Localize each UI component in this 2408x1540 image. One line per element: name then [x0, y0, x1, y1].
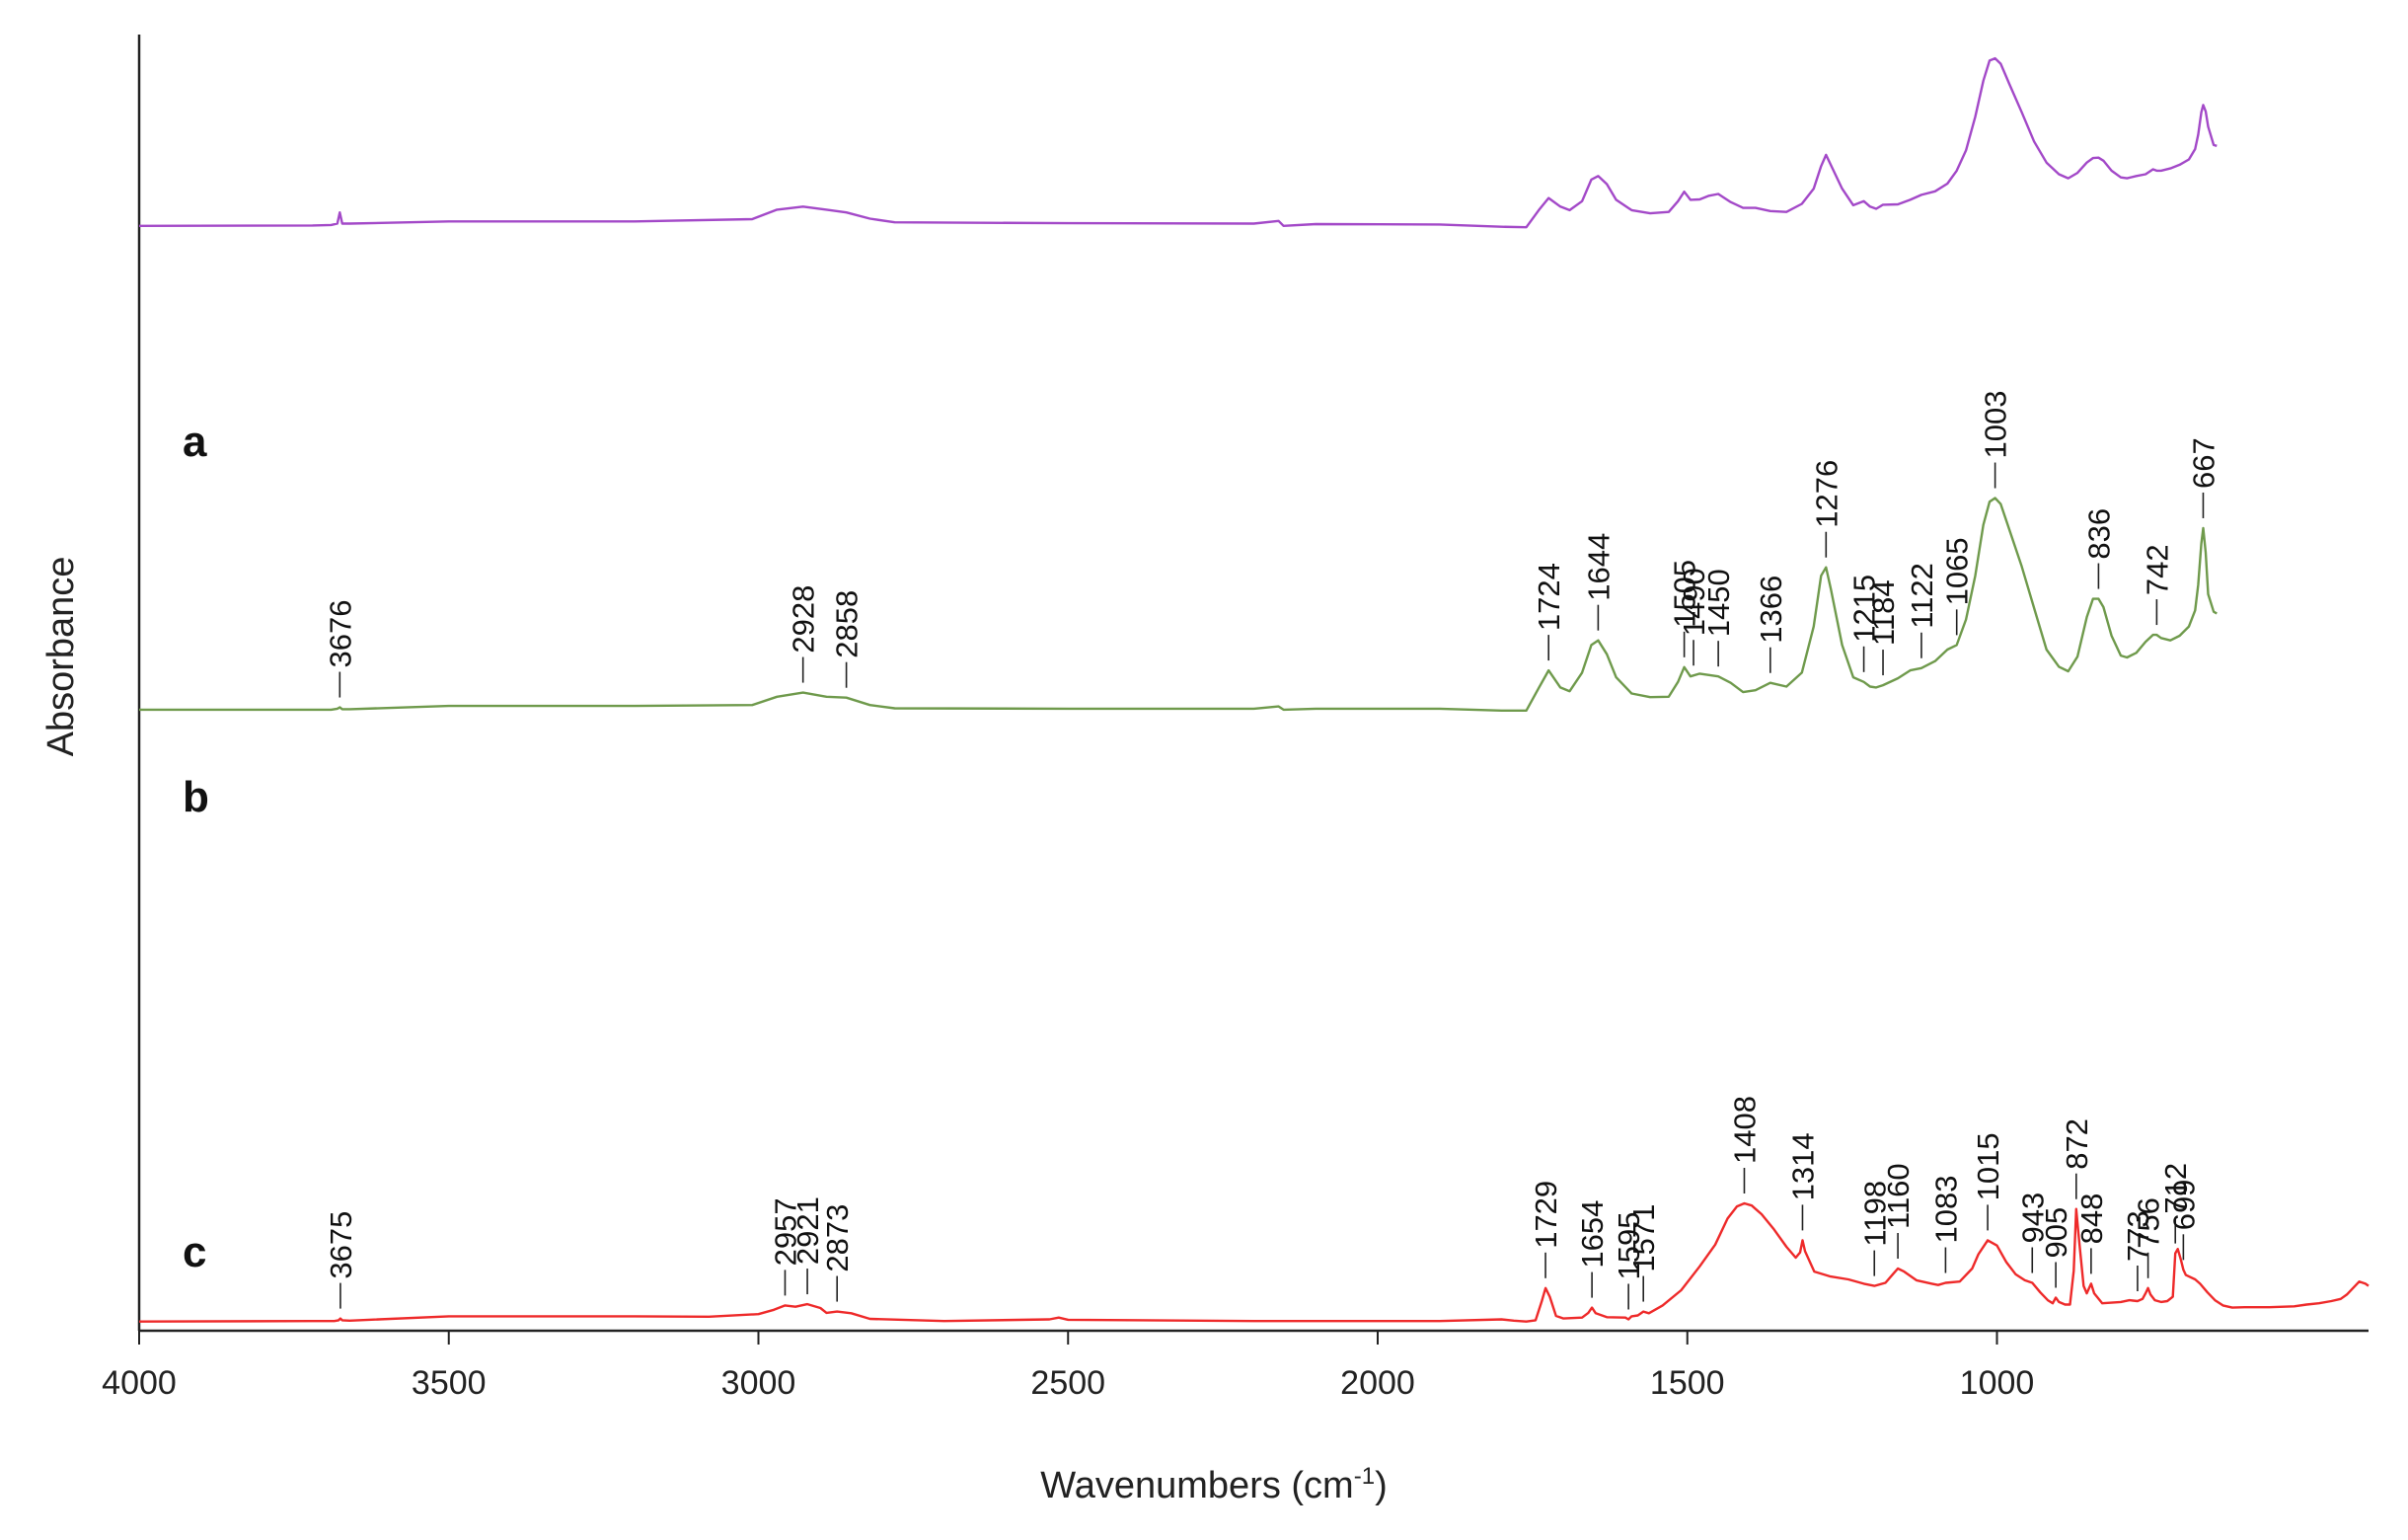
- peak-label-c: 1314: [1786, 1132, 1821, 1200]
- peak-label-c: 905: [2039, 1207, 2073, 1259]
- x-tick-label: 1000: [1960, 1364, 2035, 1402]
- x-tick-label: 2500: [1030, 1364, 1105, 1402]
- peak-label-c: 1198: [1857, 1181, 1892, 1247]
- peak-label-c: 699: [2166, 1180, 2201, 1231]
- x-ticks: 4000 3500 3000 2500 2000 1500 1000: [102, 1331, 2034, 1402]
- peak-label-c: 943: [2015, 1193, 2050, 1244]
- peak-label-b: 1215: [1847, 575, 1882, 643]
- x-axis-title: Wavenumbers (cm-1): [1040, 1463, 1387, 1506]
- series-tag-b: b: [183, 773, 209, 821]
- peak-label-c: 1595: [1612, 1212, 1646, 1280]
- y-axis-title: Absorbance: [40, 557, 82, 757]
- series-tag-a: a: [183, 418, 207, 466]
- peak-label-c: 1571: [1626, 1204, 1661, 1272]
- peak-label-b: 1505: [1668, 560, 1702, 628]
- peak-label-b: 1644: [1581, 533, 1616, 601]
- peak-label-c: 3675: [324, 1211, 358, 1279]
- x-tick-label: 2000: [1340, 1364, 1415, 1402]
- peak-label-b: 667: [2187, 437, 2221, 489]
- peak-label-c: 2921: [790, 1196, 825, 1265]
- peak-label-c: 2957: [769, 1197, 803, 1266]
- peak-label-c: 1015: [1971, 1132, 2005, 1200]
- peak-label-c: 1160: [1881, 1163, 1916, 1229]
- peak-label-b: 742: [2140, 544, 2174, 595]
- peak-label-b: 1184: [1866, 579, 1901, 646]
- axes: 4000 3500 3000 2500 2000 1500 1000 Wavenumbers…: [40, 35, 2369, 1506]
- x-tick-label: 1500: [1650, 1364, 1725, 1402]
- series-tag-c: c: [183, 1228, 206, 1276]
- peak-label-c: 1083: [1928, 1176, 1963, 1244]
- x-tick-label: 4000: [102, 1364, 177, 1402]
- peak-label-b: 1122: [1905, 563, 1939, 629]
- peak-label-c: 1408: [1728, 1096, 1763, 1164]
- series-tags: a b c: [183, 418, 209, 1276]
- peak-label-b: 1490: [1677, 568, 1711, 636]
- series-line-b: [139, 497, 2218, 712]
- series-line-c: [138, 1201, 2370, 1323]
- peak-label-b: 3676: [323, 600, 357, 668]
- series-layer: [138, 56, 2370, 1323]
- peak-label-b: 1065: [1940, 537, 1975, 605]
- peak-label-b: 1276: [1809, 460, 1844, 528]
- peak-label-b: 1724: [1532, 563, 1566, 631]
- peak-label-c: 712: [2158, 1163, 2193, 1214]
- peak-label-c: 1729: [1529, 1181, 1563, 1249]
- peak-label-b: 1450: [1701, 569, 1736, 637]
- x-tick-label: 3000: [721, 1364, 796, 1402]
- peak-label-b: 2928: [787, 585, 821, 654]
- x-axis-title-exponent: -1: [1354, 1463, 1375, 1490]
- peak-label-c: 773: [2121, 1210, 2155, 1262]
- peak-label-c: 872: [2060, 1118, 2094, 1170]
- peak-label-c: 1654: [1575, 1200, 1610, 1269]
- peak-label-c: 848: [2074, 1194, 2109, 1245]
- peak-label-b: 1003: [1979, 391, 2013, 459]
- series-line-a: [138, 56, 2218, 229]
- peak-label-c: 756: [2132, 1197, 2166, 1249]
- peak-label-b: 836: [2081, 508, 2116, 560]
- peak-label-c: 2873: [820, 1204, 855, 1272]
- peak-label-b: 1366: [1754, 576, 1788, 644]
- x-tick-label: 3500: [412, 1364, 487, 1402]
- peak-label-b: 2858: [830, 590, 865, 658]
- x-axis-title-text: Wavenumbers (cm: [1040, 1465, 1353, 1506]
- x-axis-title-close: ): [1375, 1465, 1388, 1506]
